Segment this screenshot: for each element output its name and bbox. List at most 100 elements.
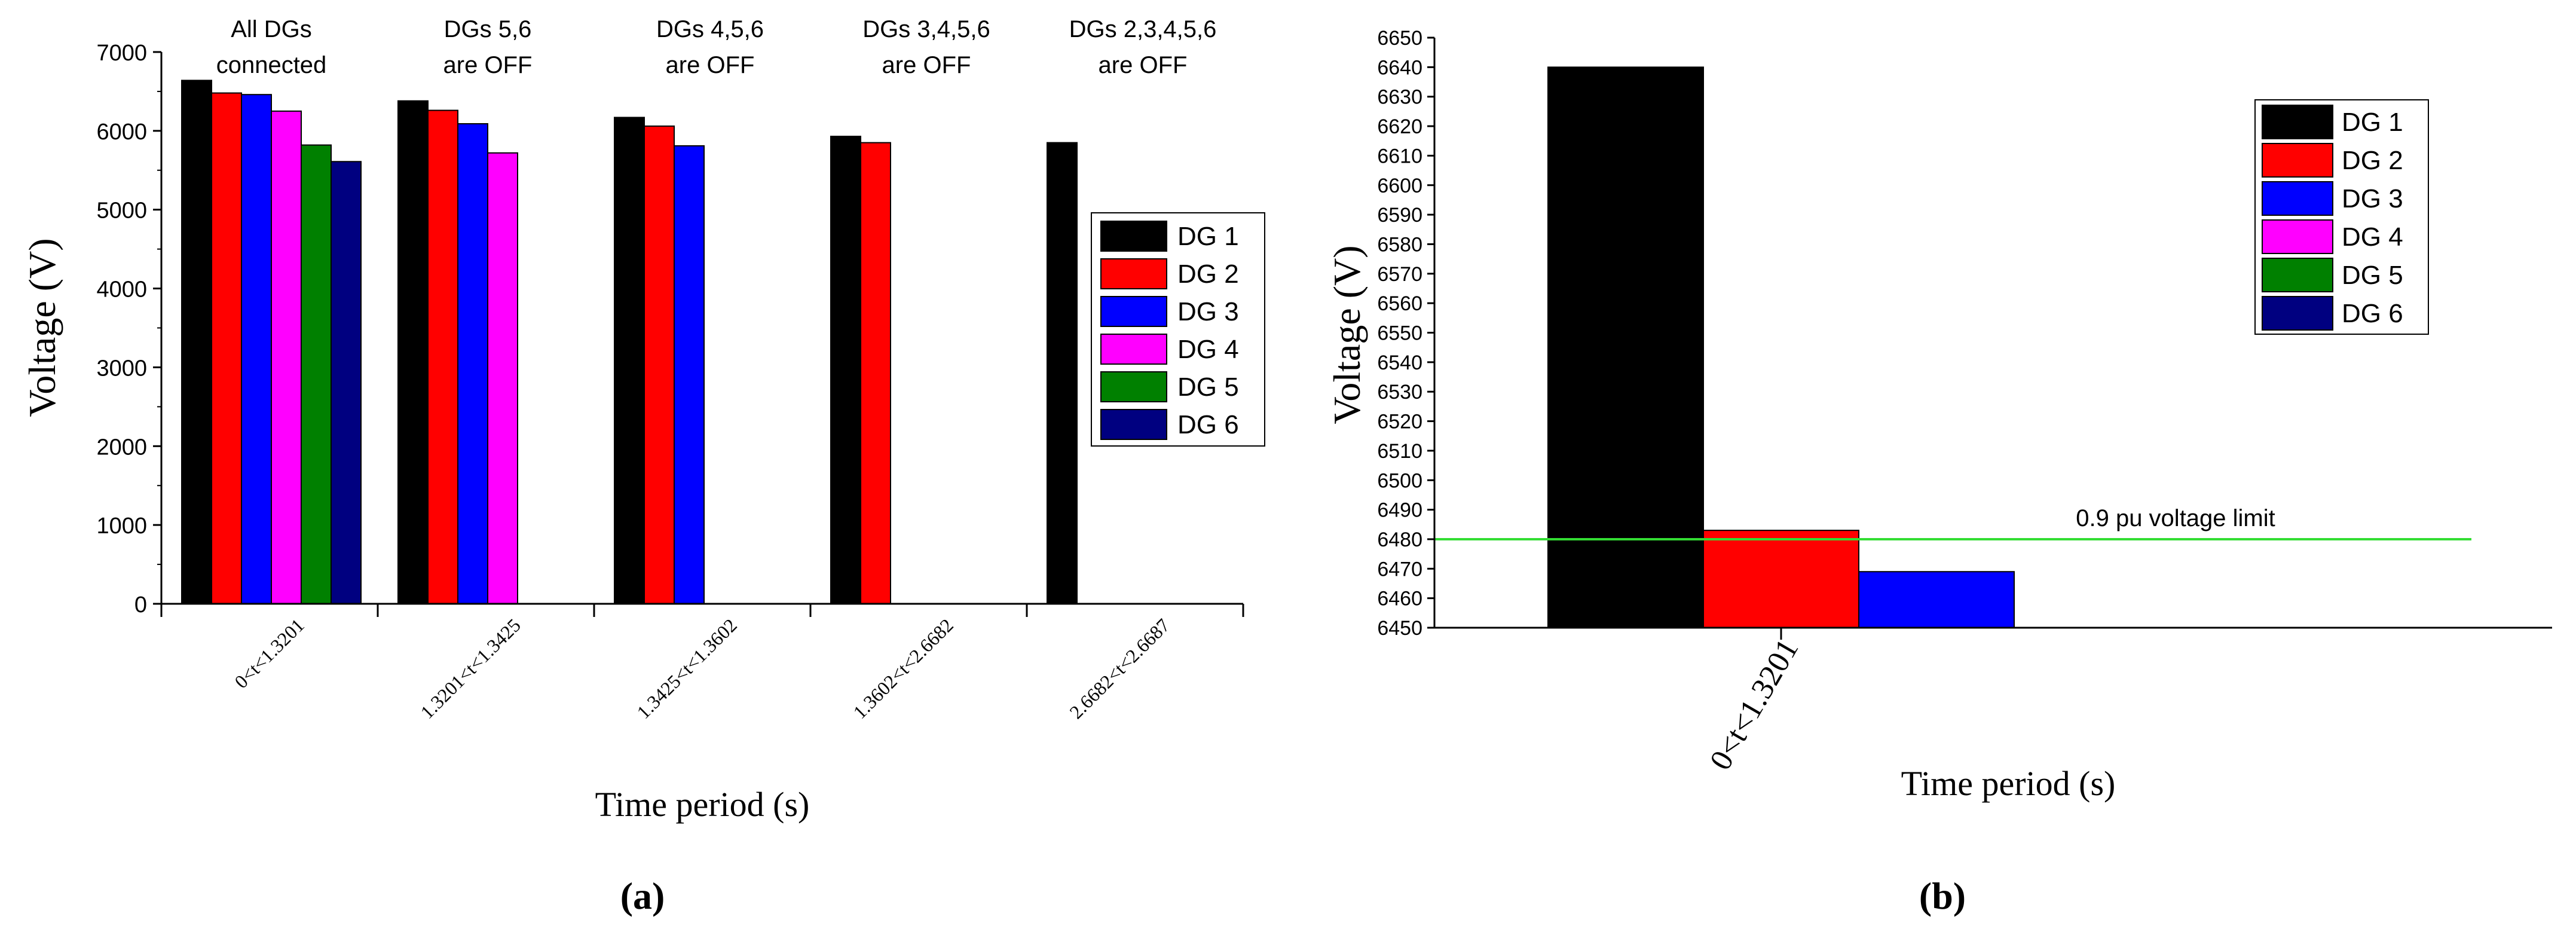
group-annotation: connected [216,52,327,78]
panel-label-b: (b) [1919,875,1966,917]
bar-dg3-cat3 [674,145,705,605]
y-tick-label: 6620 [1377,115,1422,138]
legend-swatch [2262,219,2333,254]
y-tick-label: 3000 [96,356,147,381]
x-tick-label: 0<t<1.3201 [230,614,308,692]
y-tick-label: 6000 [96,120,147,145]
y-tick-label: 0 [134,592,147,618]
legend-swatch [2262,258,2333,292]
y-tick-label: 6610 [1377,145,1422,167]
group-annotation: DGs 4,5,6 [656,16,764,42]
legend-label: DG 3 [2342,184,2403,213]
group-annotation: DGs 2,3,4,5,6 [1069,16,1217,42]
y-tick-label: 6550 [1377,322,1422,345]
y-axis-title: Voltage (V) [1326,245,1368,424]
voltage-limit-label: 0.9 pu voltage limit [2076,505,2275,531]
legend-label: DG 4 [1177,335,1239,364]
x-axis-title: Time period (s) [595,785,810,824]
y-tick-label: 6470 [1377,558,1422,580]
y-tick-label: 7000 [96,41,147,66]
legend-label: DG 2 [1177,259,1239,289]
bar-dg3-cat1 [241,94,272,604]
y-tick-label: 6640 [1377,56,1422,79]
y-tick-label: 6510 [1377,440,1422,463]
y-tick-label: 4000 [96,277,147,302]
bar-dg1-cat3 [614,117,645,605]
y-tick-label: 6570 [1377,263,1422,286]
x-tick-label: 1.3425<t<1.3602 [632,614,741,723]
y-tick-label: 6600 [1377,175,1422,197]
bar-dg5-cat1 [301,144,332,604]
legend-label: DG 3 [1177,297,1239,326]
y-tick-label: 6520 [1377,411,1422,433]
y-tick-label: 6540 [1377,352,1422,374]
legend: DG 1 DG 2 DG 3 DG 4 DG 5 DG 6 [1091,212,1265,447]
group-annotation: All DGs [231,16,312,42]
group-annotation: DGs 3,4,5,6 [862,16,990,42]
bar-dg4-cat1 [271,110,302,604]
legend-label: DG 1 [2342,108,2403,137]
y-tick-label: 6560 [1377,292,1422,315]
legend-label: DG 2 [2342,146,2403,175]
legend-label: DG 4 [2342,222,2403,252]
y-tick-label: 6630 [1377,86,1422,109]
legend-swatch [1100,258,1167,289]
bar-dg1-cat1 [1547,66,1704,629]
bar-dg2-cat4 [860,142,891,604]
x-tick-label: 2.6682<t<2.6687 [1065,614,1174,723]
bar-dg1-cat2 [397,100,429,605]
legend-swatch [2262,181,2333,216]
group-annotation: are OFF [1099,52,1188,78]
legend-swatch [1100,296,1167,327]
legend-swatch [1100,371,1167,402]
group-annotation: DGs 5,6 [444,16,532,42]
group-annotation: are OFF [443,52,533,78]
y-tick-label: 6500 [1377,469,1422,492]
y-tick-label: 1000 [96,514,147,539]
y-tick-label: 2000 [96,435,147,460]
x-tick-label: 0<t<1.3201 [1703,634,1805,776]
chart-panel-b: 0.9 pu voltage limit 6450 6460 6470 6480 6490… [1326,27,2552,917]
y-tick-label: 6490 [1377,499,1422,522]
legend-label: DG 5 [1177,372,1239,402]
bar-dg1-cat1 [181,80,212,604]
legend-swatch [2262,105,2333,139]
bar-dg4-cat2 [487,152,518,604]
x-tick-label: 1.3201<t<1.3425 [416,614,525,723]
x-tick-label: 1.3602<t<2.6682 [849,614,957,723]
bar-dg1-cat5 [1047,142,1078,604]
legend-label: DG 6 [1177,410,1239,439]
y-tick-label: 6460 [1377,588,1422,610]
y-tick-label: 5000 [96,198,147,224]
bar-dg3-cat2 [457,123,488,605]
y-tick-label: 6530 [1377,381,1422,404]
legend-swatch [1100,221,1167,252]
legend-swatch [2262,296,2333,331]
y-tick-label: 6590 [1377,204,1422,227]
legend-swatch [2262,143,2333,178]
group-annotation: are OFF [666,52,755,78]
bar-dg3-cat1 [1858,571,2015,628]
legend: DG 1 DG 2 DG 3 DG 4 DG 5 DG 6 [2254,99,2429,335]
legend-label: DG 5 [2342,261,2403,290]
y-tick-label: 6480 [1377,528,1422,551]
y-tick-label: 6580 [1377,233,1422,256]
bar-dg1-cat4 [830,136,861,604]
group-annotation: are OFF [882,52,971,78]
y-tick-label: 6650 [1377,27,1422,50]
chart-panel-a: 0 1000 2000 3000 4000 5000 6000 7000 0<t<1.3201 1… [21,16,1265,917]
y-axis-title: Voltage (V) [21,238,63,417]
bar-dg2-cat1 [211,92,242,604]
legend-label: DG 6 [2342,299,2403,328]
panel-label-a: (a) [620,875,665,917]
legend-swatch [1100,409,1167,440]
bar-dg2-cat1 [1703,530,1859,629]
bar-dg6-cat1 [331,161,362,604]
legend-swatch [1100,334,1167,365]
y-tick-label: 6450 [1377,617,1422,640]
x-axis-title: Time period (s) [1901,764,2116,803]
bar-dg2-cat3 [644,125,675,604]
legend-label: DG 1 [1177,222,1239,251]
bar-dg2-cat2 [427,109,458,604]
